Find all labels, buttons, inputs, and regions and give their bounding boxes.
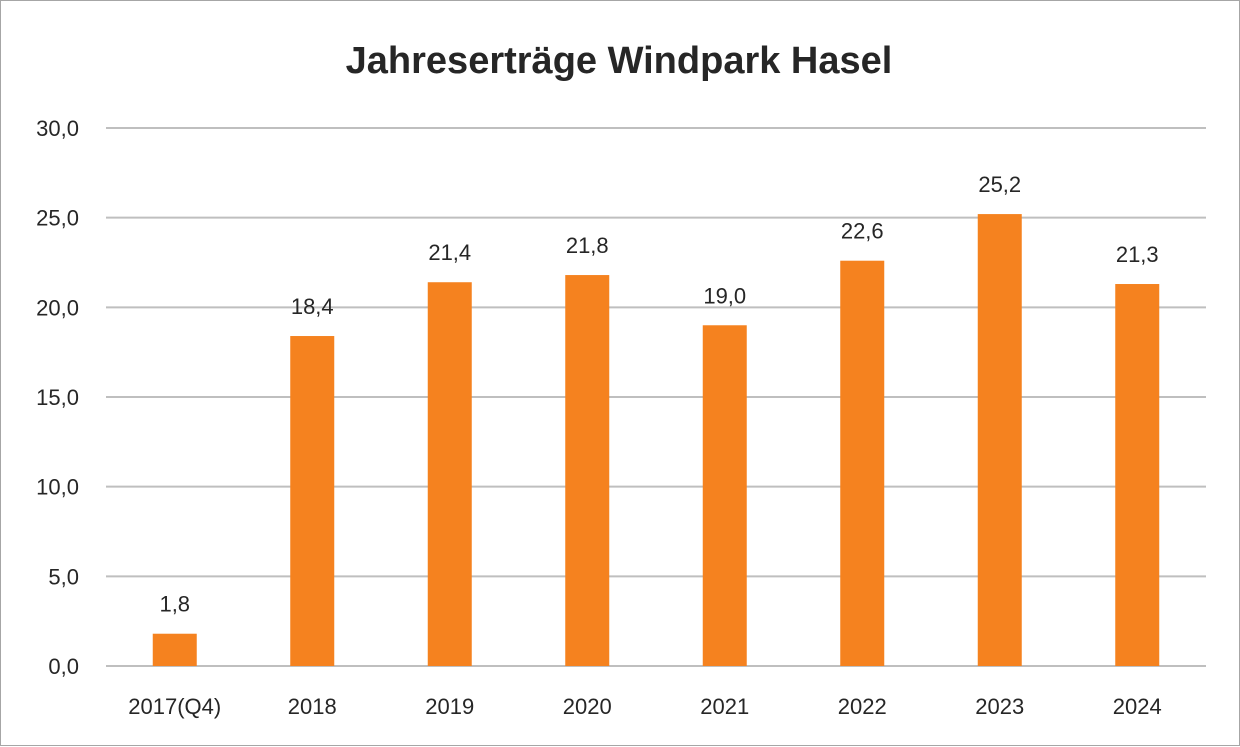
bar (840, 260, 885, 666)
data-labels: 1,8 18,4 21,4 21,8 19,0 22,6 25,2 21,3 (159, 172, 1158, 617)
bar (977, 214, 1022, 666)
bar (565, 275, 610, 666)
y-tick-label: 25,0 (36, 206, 79, 231)
data-label: 19,0 (703, 283, 746, 308)
x-tick-label: 2024 (1113, 694, 1162, 719)
data-label: 21,3 (1116, 242, 1159, 267)
y-tick-label: 10,0 (36, 475, 79, 500)
data-label: 22,6 (841, 219, 884, 244)
gridlines (106, 127, 1206, 667)
x-tick-label: 2020 (563, 694, 612, 719)
y-tick-label: 15,0 (36, 385, 79, 410)
y-axis-ticks: 0,0 5,0 10,0 15,0 20,0 25,0 30,0 (36, 116, 79, 679)
x-tick-label: 2021 (700, 694, 749, 719)
x-axis-ticks: 2017(Q4) 2018 2019 2020 2021 2022 2023 2024 (128, 694, 1161, 719)
bar (152, 633, 197, 666)
y-tick-label: 30,0 (36, 116, 79, 141)
x-tick-label: 2023 (975, 694, 1024, 719)
x-tick-label: 2017(Q4) (128, 694, 221, 719)
data-label: 21,8 (566, 233, 609, 258)
data-label: 1,8 (159, 592, 190, 617)
x-tick-label: 2022 (838, 694, 887, 719)
bar (1115, 284, 1160, 666)
y-tick-label: 20,0 (36, 295, 79, 320)
chart-title: Jahreserträge Windpark Hasel (346, 40, 893, 82)
data-label: 18,4 (291, 294, 334, 319)
bars (152, 214, 1160, 666)
data-label: 21,4 (428, 240, 471, 265)
bar (427, 282, 472, 666)
x-tick-label: 2019 (425, 694, 474, 719)
x-tick-label: 2018 (288, 694, 337, 719)
data-label: 25,2 (978, 172, 1021, 197)
bar (702, 325, 747, 666)
bar (290, 336, 335, 666)
y-tick-label: 0,0 (48, 654, 79, 679)
y-tick-label: 5,0 (48, 564, 79, 589)
